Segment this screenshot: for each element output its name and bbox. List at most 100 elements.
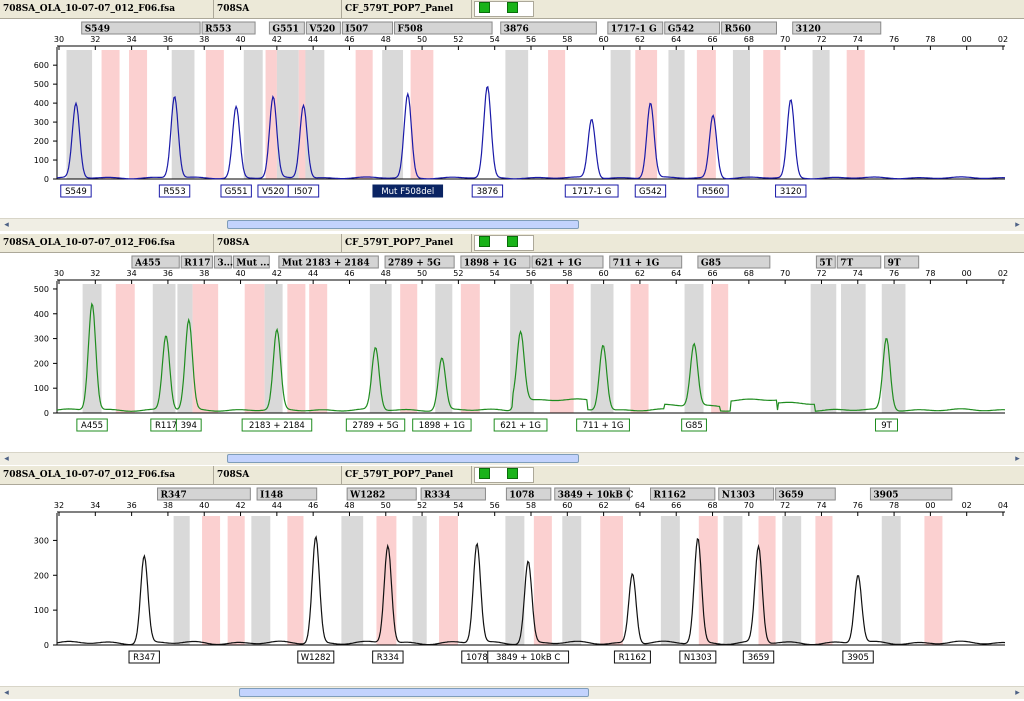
marker-label[interactable]: 5T (815, 255, 836, 269)
marker-label[interactable]: 3... (213, 255, 233, 269)
allele-bin (505, 516, 525, 645)
scroll-thumb[interactable] (238, 688, 589, 697)
peak-label[interactable]: 3659 (742, 650, 775, 664)
marker-label[interactable]: V520 (305, 21, 341, 35)
peak-label[interactable]: G551 (220, 184, 252, 198)
marker-label[interactable]: R117 (180, 255, 213, 269)
x-tick-label: 54 (490, 269, 500, 278)
marker-label[interactable]: 711 + 1G (609, 255, 683, 269)
scroll-left-arrow-icon[interactable]: ◂ (4, 220, 9, 230)
peak-label[interactable]: S549 (60, 184, 92, 198)
peak-label[interactable]: 1717-1 G (564, 184, 619, 198)
marker-label[interactable]: 7T (836, 255, 882, 269)
marker-label[interactable]: 3905 (869, 487, 953, 501)
marker-label[interactable]: 1717-1 G (607, 21, 664, 35)
peak-label[interactable]: R1162 (613, 650, 651, 664)
marker-label[interactable]: R347 (157, 487, 251, 501)
status-indicator-icon[interactable] (507, 468, 518, 479)
peak-label[interactable]: 621 + 1G (493, 418, 548, 432)
marker-label[interactable]: A455 (131, 255, 180, 269)
trace-plot[interactable]: A455 R117 3... Mut ... Mut 2183 + 2184 2789 +… (0, 253, 1024, 453)
marker-label[interactable]: N1303 (718, 487, 775, 501)
peak-label[interactable]: I507 (287, 184, 320, 198)
peak-label[interactable]: 394 (175, 418, 202, 432)
marker-label[interactable]: I148 (256, 487, 318, 501)
x-tick-label: 64 (671, 269, 681, 278)
peak-label[interactable]: 2789 + 5G (345, 418, 406, 432)
marker-label[interactable]: 3849 + 10kB C (554, 487, 634, 501)
status-indicator-icon[interactable] (507, 236, 518, 247)
svg-text:621 + 1G: 621 + 1G (500, 421, 541, 431)
status-indicator-icon[interactable] (479, 236, 490, 247)
marker-label[interactable]: R560 (721, 21, 777, 35)
marker-label[interactable]: G542 (664, 21, 721, 35)
marker-label[interactable]: R1162 (650, 487, 716, 501)
y-tick-label: 200 (34, 571, 49, 580)
peak-label[interactable]: 3849 + 10kB C (487, 650, 570, 664)
marker-label[interactable]: R334 (420, 487, 486, 501)
marker-label[interactable]: Mut ... (232, 255, 270, 269)
allele-bin (382, 50, 404, 179)
status-indicator-icon[interactable] (479, 468, 490, 479)
marker-label[interactable]: 621 + 1G (531, 255, 604, 269)
horizontal-scrollbar[interactable]: ◂ ▸ (0, 452, 1024, 465)
status-indicator-icon[interactable] (479, 2, 490, 13)
marker-label[interactable]: 3876 (500, 21, 597, 35)
marker-label[interactable]: 9T (884, 255, 920, 269)
file-name-field: 708SA_OLA_10-07-07_012_F06.fsa (0, 0, 214, 18)
trace-plot[interactable]: S549 R553 G551 V520 I507 F508 3876 1717-1 G G542… (0, 19, 1024, 219)
peak-label[interactable]: G85 (681, 418, 707, 432)
mutant-bin (439, 516, 459, 645)
peak-label[interactable]: 1898 + 1G (412, 418, 472, 432)
marker-label[interactable]: G85 (697, 255, 771, 269)
marker-label[interactable]: F508 (394, 21, 493, 35)
marker-label[interactable]: 3120 (792, 21, 882, 35)
scroll-left-arrow-icon[interactable]: ◂ (4, 688, 9, 698)
svg-text:G85: G85 (685, 421, 702, 431)
allele-bin (305, 50, 325, 179)
svg-text:G85: G85 (701, 259, 721, 269)
peak-label[interactable]: Mut F508del (372, 184, 444, 198)
peak-label[interactable]: G542 (634, 184, 667, 198)
marker-label[interactable]: G551 (268, 21, 305, 35)
scroll-right-arrow-icon[interactable]: ▸ (1015, 688, 1020, 698)
peak-label[interactable]: 2183 + 2184 (241, 418, 313, 432)
peak-label[interactable]: 711 + 1G (576, 418, 630, 432)
mutant-bin (376, 516, 397, 645)
marker-label[interactable]: 1078 (505, 487, 552, 501)
trace-plot[interactable]: R347 I148 W1282 R334 1078 3849 + 10kB C R1162 N… (0, 485, 1024, 685)
peak-label[interactable]: 3876 (471, 184, 504, 198)
marker-label[interactable]: 3659 (775, 487, 836, 501)
scroll-left-arrow-icon[interactable]: ◂ (4, 454, 9, 464)
peak-label[interactable]: R334 (372, 650, 404, 664)
marker-label[interactable]: W1282 (346, 487, 417, 501)
scroll-right-arrow-icon[interactable]: ▸ (1015, 454, 1020, 464)
marker-label[interactable]: R553 (201, 21, 256, 35)
allele-bin (369, 284, 392, 413)
peak-label[interactable]: N1303 (679, 650, 717, 664)
allele-bin (510, 284, 534, 413)
marker-label[interactable]: 1898 + 1G (460, 255, 531, 269)
peak-label[interactable]: 3120 (775, 184, 807, 198)
horizontal-scrollbar[interactable]: ◂ ▸ (0, 686, 1024, 699)
marker-label[interactable]: I507 (341, 21, 394, 35)
horizontal-scrollbar[interactable]: ◂ ▸ (0, 218, 1024, 231)
status-indicator-icon[interactable] (507, 2, 518, 13)
y-tick-label: 600 (34, 61, 49, 70)
x-tick-label: 58 (562, 269, 572, 278)
marker-label[interactable]: 2789 + 5G (384, 255, 455, 269)
peak-label[interactable]: R347 (128, 650, 160, 664)
peak-label[interactable]: R560 (697, 184, 729, 198)
peak-label[interactable]: A455 (76, 418, 108, 432)
peak-label[interactable]: 3905 (842, 650, 874, 664)
scroll-thumb[interactable] (227, 220, 579, 229)
x-tick-label: 36 (163, 269, 173, 278)
scroll-thumb[interactable] (227, 454, 579, 463)
marker-label[interactable]: Mut 2183 + 2184 (278, 255, 379, 269)
peak-label[interactable]: W1282 (297, 650, 335, 664)
scroll-right-arrow-icon[interactable]: ▸ (1015, 220, 1020, 230)
peak-label[interactable]: R553 (158, 184, 191, 198)
marker-label[interactable]: S549 (81, 21, 201, 35)
peak-label[interactable]: 9T (875, 418, 898, 432)
peak-label[interactable]: V520 (257, 184, 289, 198)
